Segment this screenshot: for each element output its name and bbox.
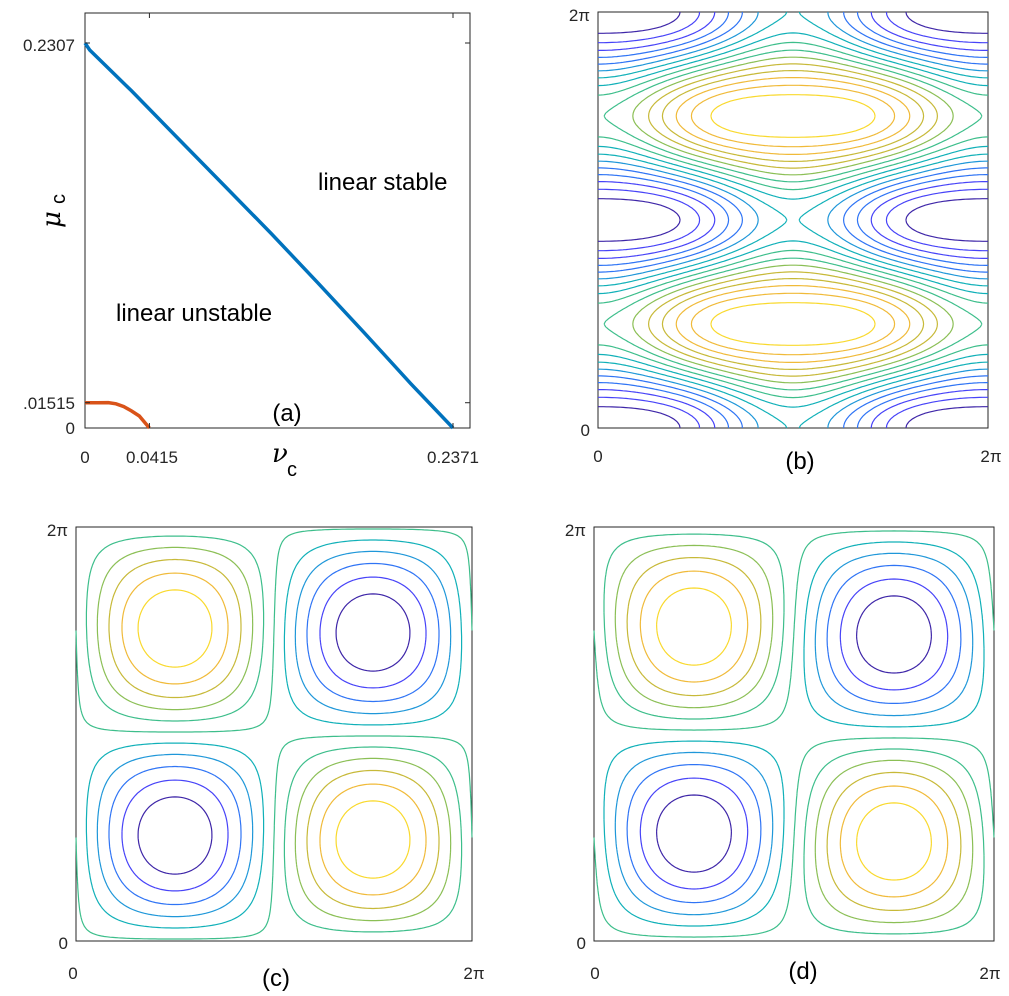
b-ytick-0: 0	[581, 421, 590, 440]
d-contour-level-5	[603, 541, 985, 927]
annotation-linear-unstable: linear unstable	[116, 300, 272, 327]
d-contour-level-1	[656, 595, 932, 873]
b-ytick-2pi: 2π	[569, 6, 590, 25]
a-xtick-2371: 0.2371	[427, 448, 479, 467]
a-ytick-0: 0	[66, 419, 75, 438]
a-xtick-0: 0	[80, 448, 89, 467]
panel-d-contour-lines	[593, 530, 995, 938]
annotation-linear-stable: linear stable	[318, 169, 447, 196]
d-xtick-0: 0	[590, 964, 599, 983]
b-xtick-2pi: 2π	[980, 447, 1001, 466]
panel-a-stability-chart: 0 0.0415 0.2371 0 .01515 0.2307 ν c μ c …	[23, 12, 479, 481]
b-xtick-0: 0	[593, 447, 602, 466]
b-contour-level-6	[598, 11, 988, 429]
d-contour-level-7	[603, 533, 985, 935]
panel-c-contour-lines	[75, 528, 473, 940]
d-contour-level-8	[614, 544, 974, 924]
d-contour-level-9	[626, 557, 962, 911]
d-contour-level-3	[626, 564, 962, 904]
d-contour-level-6	[593, 530, 995, 938]
b-contour-level-4	[598, 11, 988, 429]
panel-d-label: (d)	[788, 958, 817, 985]
panel-a-curves	[83, 42, 455, 430]
panel-b-contour: 2π 0 0 2π (b)	[569, 6, 1002, 475]
panel-c-label: (c)	[262, 965, 290, 992]
c-contour-level-11	[137, 589, 411, 879]
b-contour-level-15	[690, 84, 896, 356]
b-contour-level-14	[675, 77, 911, 363]
panel-b-contour-lines	[597, 11, 989, 429]
panel-c-contour: 2π 0 0 2π (c)	[47, 521, 485, 992]
panel-a-ticks	[84, 13, 470, 429]
d-contour-level-11	[656, 587, 932, 881]
d-contour-level-4	[614, 552, 974, 916]
b-contour-level-12	[648, 63, 938, 377]
d-ytick-0: 0	[577, 934, 586, 953]
panel-b-label: (b)	[785, 448, 814, 475]
d-contour-level-2	[639, 578, 949, 890]
b-contour-level-2	[598, 11, 988, 429]
b-contour-level-13	[661, 70, 925, 370]
a-ylabel: μ	[37, 211, 67, 228]
panel-b-frame	[597, 11, 989, 429]
c-xtick-0: 0	[68, 964, 77, 983]
c-contour-level-2	[121, 576, 427, 892]
panel-a-frame	[84, 12, 471, 429]
a-xlabel: ν	[272, 439, 288, 469]
panel-d-frame	[593, 526, 995, 942]
b-contour-level-1	[598, 11, 988, 429]
panel-c-frame	[75, 526, 473, 942]
c-contour-level-9	[108, 558, 440, 910]
panel-a-label: (a)	[272, 400, 301, 427]
a-ytick-2307: 0.2307	[23, 36, 75, 55]
b-contour-level-16	[710, 94, 876, 346]
panel-d-contour: 2π 0 0 2π (d)	[565, 521, 1001, 985]
b-contour-level-7	[598, 11, 988, 429]
c-contour-level-4	[96, 550, 452, 918]
d-ytick-2pi: 2π	[565, 521, 586, 540]
a-series-line-0	[83, 42, 455, 430]
b-contour-level-9	[597, 41, 989, 399]
a-series-line-1	[85, 400, 151, 430]
c-contour-level-8	[96, 546, 452, 922]
c-contour-level-5	[85, 539, 463, 929]
a-xlabel-sub: c	[287, 459, 297, 481]
c-contour-level-1	[137, 593, 411, 875]
c-ytick-2pi: 2π	[47, 521, 68, 540]
a-ylabel-sub: c	[48, 194, 70, 204]
b-contour-level-5	[598, 11, 988, 429]
c-ytick-0: 0	[59, 934, 68, 953]
c-contour-level-3	[108, 562, 440, 906]
c-contour-level-7	[85, 535, 463, 933]
b-contour-level-8	[597, 32, 989, 408]
c-contour-level-10	[121, 572, 427, 896]
a-ytick-01515: .01515	[23, 394, 75, 413]
b-contour-level-11	[632, 56, 954, 384]
a-xtick-0415: 0.0415	[126, 448, 178, 467]
b-contour-level-3	[598, 11, 988, 429]
d-xtick-2pi: 2π	[979, 964, 1000, 983]
b-contour-level-10	[603, 49, 983, 391]
c-xtick-2pi: 2π	[463, 964, 484, 983]
c-contour-level-6	[75, 528, 473, 940]
d-contour-level-10	[639, 570, 949, 898]
